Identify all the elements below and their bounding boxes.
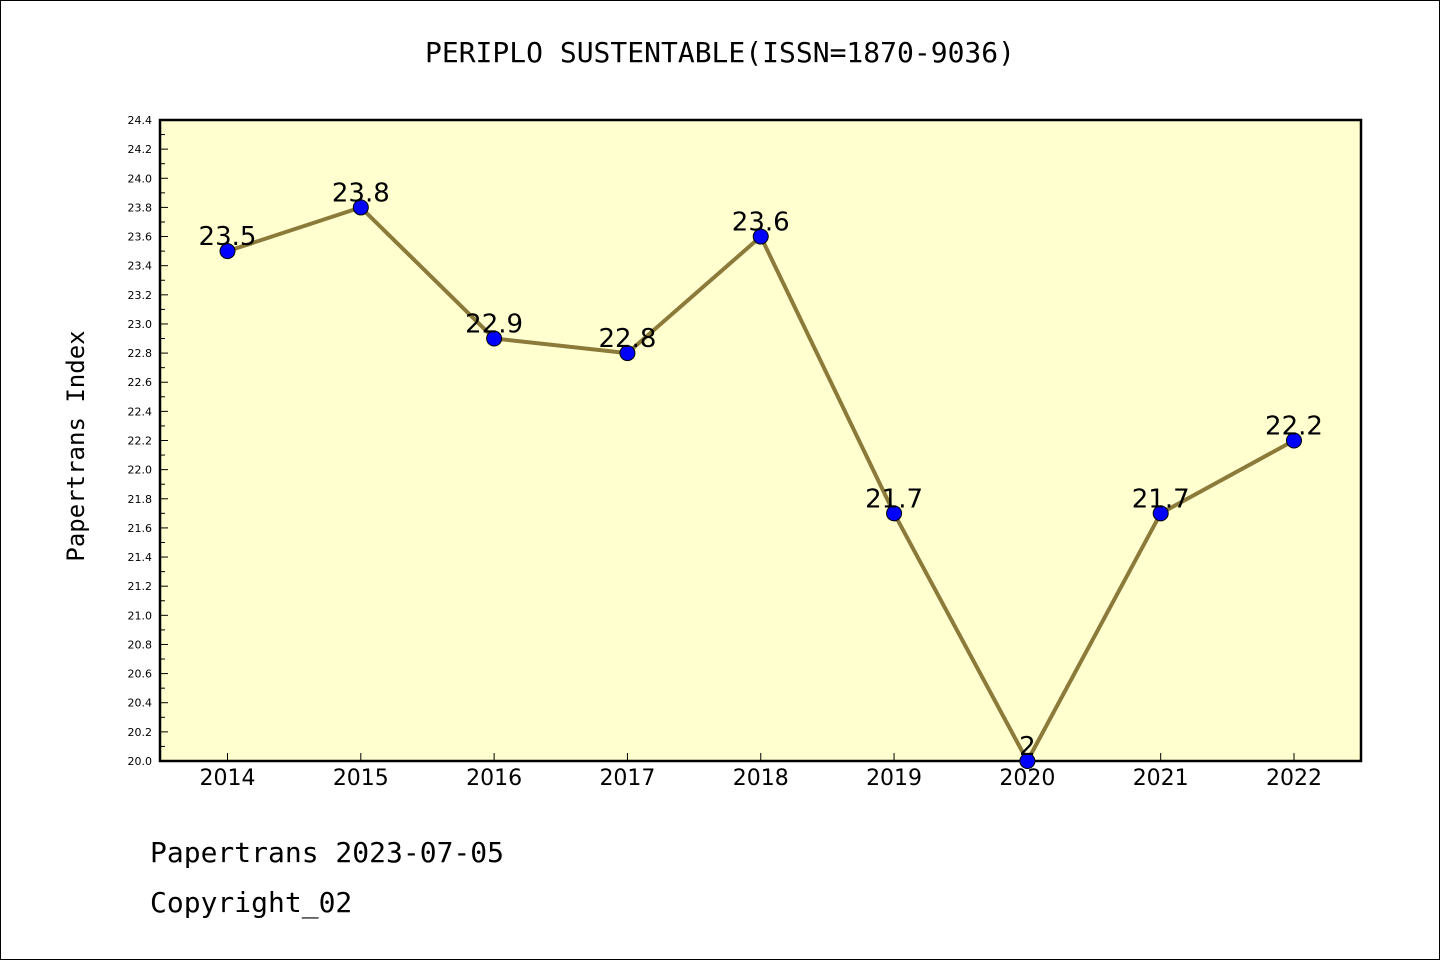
footer-date: Papertrans 2023-07-05 bbox=[150, 836, 505, 869]
x-tick-label: 2020 bbox=[999, 766, 1055, 791]
data-point bbox=[752, 228, 769, 245]
y-tick-label: 20.0 bbox=[128, 755, 153, 768]
data-label: 23.5 bbox=[199, 222, 257, 252]
y-tick-label: 21.0 bbox=[128, 609, 153, 622]
y-tick-label: 20.8 bbox=[128, 638, 153, 651]
data-label: 21.7 bbox=[1132, 484, 1190, 514]
data-point bbox=[1019, 753, 1036, 769]
y-axis: 20.0 20.2 20.4 20.6 20.8 21.0 21.2 21.4 21.6 21.8… bbox=[128, 114, 168, 768]
data-label: 22.8 bbox=[598, 324, 656, 354]
y-tick-label: 22.2 bbox=[128, 435, 153, 448]
y-tick-label: 21.8 bbox=[128, 493, 153, 506]
y-axis-title: Papertrans Index bbox=[62, 330, 90, 561]
data-point bbox=[219, 243, 236, 260]
x-tick-label: 2017 bbox=[599, 766, 655, 791]
data-point bbox=[352, 199, 369, 216]
data-point bbox=[886, 505, 903, 522]
chart-title: PERIPLO SUSTENTABLE(ISSN=1870-9036) bbox=[424, 36, 1015, 69]
data-label: 2 bbox=[1019, 732, 1036, 762]
data-label: 23.8 bbox=[332, 178, 390, 208]
x-axis: 2014 2015 2016 2017 2018 2019 2020 2021 2022 bbox=[200, 753, 1322, 791]
y-tick-label: 23.4 bbox=[128, 260, 153, 273]
x-tick-label: 2014 bbox=[200, 766, 256, 791]
x-tick-label: 2016 bbox=[466, 766, 522, 791]
y-tick-label: 23.0 bbox=[128, 318, 153, 331]
x-tick-label: 2021 bbox=[1133, 766, 1189, 791]
y-tick-label: 20.6 bbox=[128, 668, 153, 681]
data-label: 23.6 bbox=[732, 208, 790, 238]
data-label: 22.2 bbox=[1265, 412, 1323, 442]
data-point bbox=[1152, 505, 1169, 522]
y-tick-label: 24.4 bbox=[128, 114, 153, 127]
y-tick-label: 22.0 bbox=[128, 464, 153, 477]
x-tick-label: 2019 bbox=[866, 766, 922, 791]
x-tick-label: 2015 bbox=[333, 766, 389, 791]
plot-area bbox=[158, 118, 1363, 763]
x-tick-label: 2022 bbox=[1266, 766, 1322, 791]
y-tick-label: 22.6 bbox=[128, 376, 153, 389]
data-label: 21.7 bbox=[865, 484, 923, 514]
data-label: 22.9 bbox=[465, 310, 523, 340]
y-tick-label: 21.6 bbox=[128, 522, 153, 535]
footer-copyright: Copyright_02 bbox=[150, 886, 353, 919]
y-tick-label: 23.8 bbox=[128, 201, 153, 214]
y-tick-label: 20.2 bbox=[128, 726, 153, 739]
data-point bbox=[619, 345, 636, 362]
y-tick-label: 24.2 bbox=[128, 143, 153, 156]
y-tick-label: 21.4 bbox=[128, 551, 153, 564]
data-point bbox=[1286, 432, 1302, 449]
y-tick-label: 23.2 bbox=[128, 289, 153, 302]
y-tick-label: 21.2 bbox=[128, 580, 153, 593]
y-tick-label: 22.8 bbox=[128, 347, 153, 360]
y-tick-label: 22.4 bbox=[128, 405, 153, 418]
y-tick-label: 20.4 bbox=[128, 697, 153, 710]
series-group: 23.5 23.8 22.9 22.8 23.6 21.7 2 21.7 22.2 bbox=[199, 178, 1323, 769]
x-tick-label: 2018 bbox=[733, 766, 789, 791]
y-tick-label: 23.6 bbox=[128, 231, 153, 244]
y-tick-label: 24.0 bbox=[128, 172, 153, 185]
data-point bbox=[486, 330, 503, 347]
